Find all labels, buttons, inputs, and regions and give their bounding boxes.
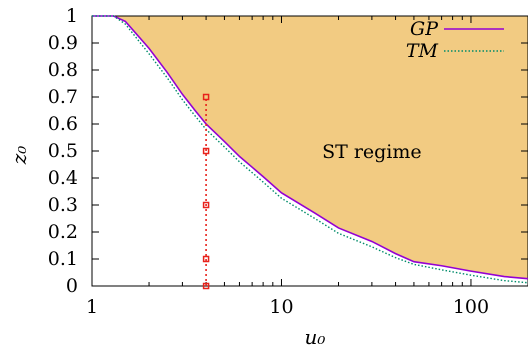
y-tick-label: 0.8 (48, 59, 78, 81)
marker-point (202, 255, 210, 263)
marker-point (202, 147, 210, 155)
x-tick-label: 1 (86, 296, 98, 318)
y-tick-label: 0.6 (48, 113, 78, 135)
x-tick-label: 100 (453, 296, 489, 318)
legend-label-gp: GP (410, 18, 439, 40)
st-regime-fill (92, 16, 528, 279)
annotation-st-regime: ST regime (322, 141, 422, 163)
legend-label-tm: TM (406, 40, 439, 62)
y-tick-label: 0 (66, 275, 78, 297)
y-tick-label: 0.2 (48, 221, 78, 243)
y-tick-label: 0.9 (48, 32, 78, 54)
y-axis-label: z₀ (7, 146, 31, 166)
sample-markers (202, 93, 210, 290)
plot-frame (91, 15, 528, 287)
y-tick-label: 1 (66, 5, 78, 27)
series-line-gp (92, 15, 528, 280)
y-tick-label: 0.4 (48, 167, 78, 189)
chart-text: 0 0.1 0.2 0.3 0.4 0.5 0.6 0.7 0.8 0.9 1 1 10 100 ST re… (7, 5, 489, 349)
y-tick-label: 0.5 (48, 140, 78, 162)
marker-point (202, 93, 210, 101)
st-regime-region (92, 16, 528, 279)
y-tick-label: 0.1 (48, 248, 78, 270)
x-axis-label: u₀ (305, 325, 326, 349)
series-lines (92, 15, 528, 284)
x-tick-label: 10 (269, 296, 293, 318)
y-tick-label: 0.7 (48, 86, 78, 108)
marker-point (202, 282, 210, 290)
marker-point (202, 201, 210, 209)
y-tick-label: 0.3 (48, 194, 78, 216)
series-line-tm (92, 15, 528, 284)
